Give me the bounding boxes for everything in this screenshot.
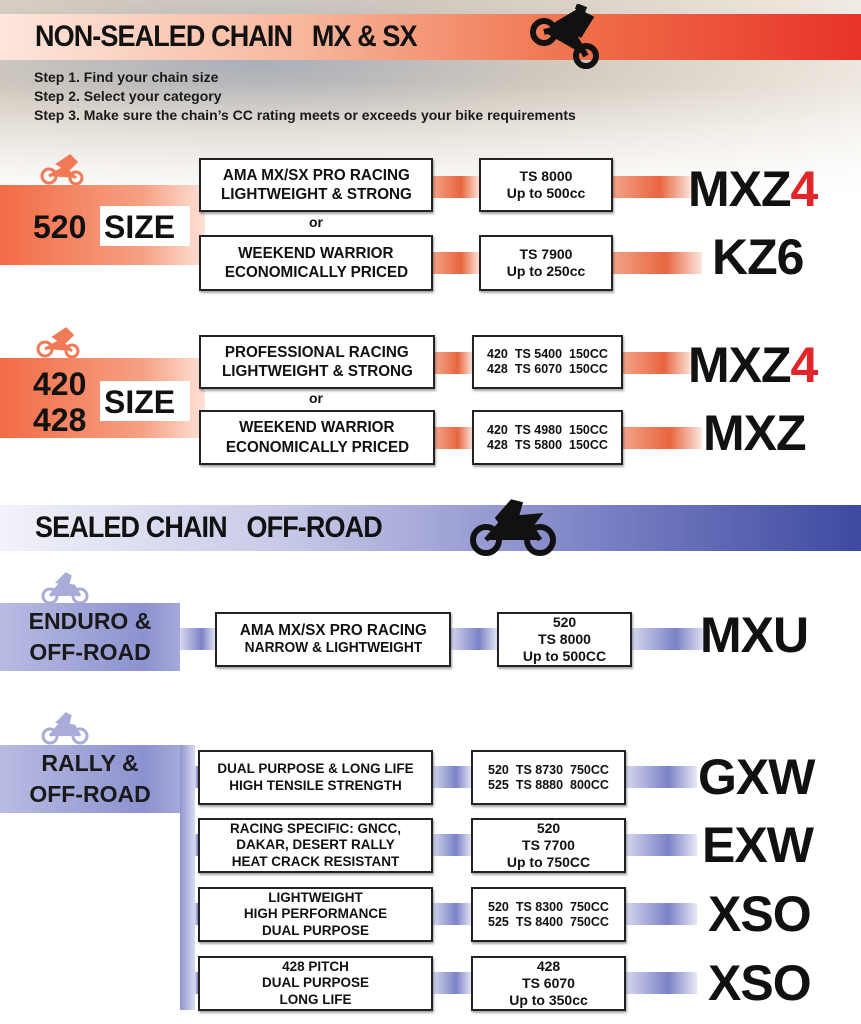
category-box: WEEKEND WARRIOR ECONOMICALLY PRICED <box>199 410 435 465</box>
product-name: MXU <box>700 607 809 663</box>
size-520-number: 520 <box>33 209 87 245</box>
category-box: AMA MX/SX PRO RACING NARROW & LIGHTWEIGHT <box>215 612 451 667</box>
product-name: MXZ <box>703 405 807 461</box>
sealed-header: SEALED CHAIN OFF-ROAD <box>0 505 861 551</box>
product-name: GXW <box>698 749 815 805</box>
category-box: LIGHTWEIGHT HIGH PERFORMANCE DUAL PURPOSE <box>198 887 433 942</box>
size-428-number: 428 <box>33 402 87 438</box>
dirt-bike-icon <box>470 499 556 556</box>
size-label: SIZE <box>100 206 190 246</box>
step-3: Step 3. Make sure the chain’s CC rating … <box>34 107 576 123</box>
category-box: 428 PITCH DUAL PURPOSE LONG LIFE <box>198 956 433 1011</box>
spec-box: 520 TS 8730 750CC 525 TS 8880 800CC <box>471 750 626 805</box>
or-label: or <box>309 214 323 230</box>
motocross-bike-icon <box>530 4 599 69</box>
step-1: Step 1. Find your chain size <box>34 69 219 85</box>
enduro-category: ENDURO & OFF-ROAD <box>0 603 180 671</box>
sealed-title: SEALED CHAIN OFF-ROAD <box>35 511 383 544</box>
product-name: EXW <box>702 817 814 873</box>
category-box: WEEKEND WARRIOR ECONOMICALLY PRICED <box>199 235 433 291</box>
spec-box: TS 7900 Up to 250cc <box>479 235 613 291</box>
size-label: SIZE <box>100 381 190 421</box>
or-label: or <box>309 390 323 406</box>
spec-box: 420 TS 5400 150CC 428 TS 6070 150CC <box>472 335 623 389</box>
size-420-number: 420 <box>33 366 87 402</box>
product-name: XSO <box>708 955 812 1011</box>
spec-box: TS 8000 Up to 500cc <box>479 158 613 212</box>
category-box: RACING SPECIFIC: GNCC, DAKAR, DESERT RALL… <box>198 818 433 873</box>
rally-category: RALLY & OFF-ROAD <box>0 745 180 813</box>
spec-box: 420 TS 4980 150CC 428 TS 5800 150CC <box>472 410 623 465</box>
category-box: PROFESSIONAL RACING LIGHTWEIGHT & STRONG <box>199 335 435 389</box>
spec-box: 520 TS 8000 Up to 500CC <box>497 612 632 667</box>
spec-box: 428 TS 6070 Up to 350cc <box>471 956 626 1011</box>
motocross-bike-icon <box>36 327 80 359</box>
instructions: Step 1. Find your chain size Step 2. Sel… <box>34 68 576 125</box>
category-box: DUAL PURPOSE & LONG LIFE HIGH TENSILE STR… <box>198 750 433 805</box>
spec-box: 520 TS 8300 750CC 525 TS 8400 750CC <box>471 887 626 942</box>
category-box: AMA MX/SX PRO RACING LIGHTWEIGHT & STRONG <box>199 158 433 212</box>
motocross-bike-icon <box>40 154 84 186</box>
dirt-bike-icon <box>41 572 89 605</box>
spec-box: 520 TS 7700 Up to 750CC <box>471 818 626 873</box>
step-2: Step 2. Select your category <box>34 88 222 104</box>
rally-bracket <box>180 745 195 1010</box>
dirt-bike-icon <box>41 712 89 745</box>
product-name: MXZ4 <box>688 337 818 393</box>
nonsealed-header: NON-SEALED CHAIN MX & SX <box>0 14 861 60</box>
nonsealed-title: NON-SEALED CHAIN MX & SX <box>35 20 418 53</box>
product-name: XSO <box>708 886 812 942</box>
product-name: MXZ4 <box>688 161 818 217</box>
product-name: KZ6 <box>712 229 804 285</box>
